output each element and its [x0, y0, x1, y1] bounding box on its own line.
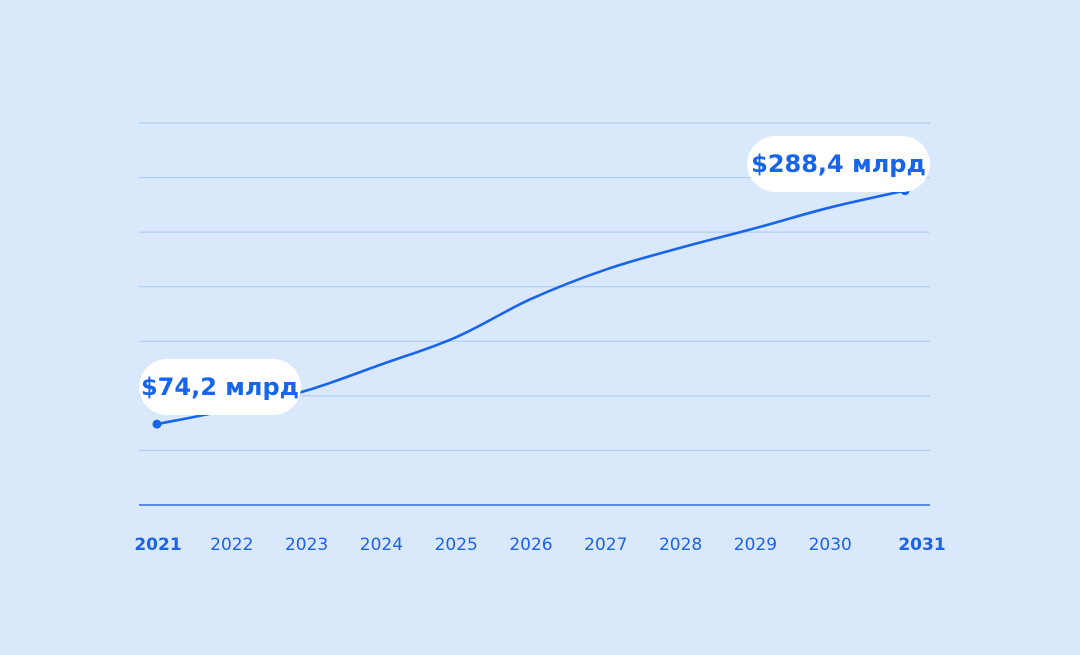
x-tick-label: 2027: [584, 535, 627, 555]
x-tick-label: 2029: [734, 535, 777, 555]
x-tick-label: 2031: [898, 535, 945, 555]
x-tick-label: 2028: [659, 535, 702, 555]
x-tick-label: 2030: [809, 535, 852, 555]
value-annotations: $74,2 млрд $288,4 млрд: [139, 136, 930, 415]
x-tick-label: 2024: [360, 535, 403, 555]
x-tick-label: 2021: [134, 535, 181, 555]
x-axis-ticks: 2021 2022 2023 2024 2025 2026 2027 2028 2029 2030…: [134, 535, 945, 555]
x-tick-label: 2022: [210, 535, 253, 555]
value-bubble: [139, 359, 301, 415]
value-bubble: [747, 136, 930, 192]
value-label: $288,4 млрд: [751, 150, 926, 178]
value-label: $74,2 млрд: [141, 373, 299, 401]
x-tick-label: 2025: [435, 535, 478, 555]
x-tick-label: 2023: [285, 535, 328, 555]
data-point: [152, 419, 162, 429]
x-tick-label: 2026: [509, 535, 552, 555]
